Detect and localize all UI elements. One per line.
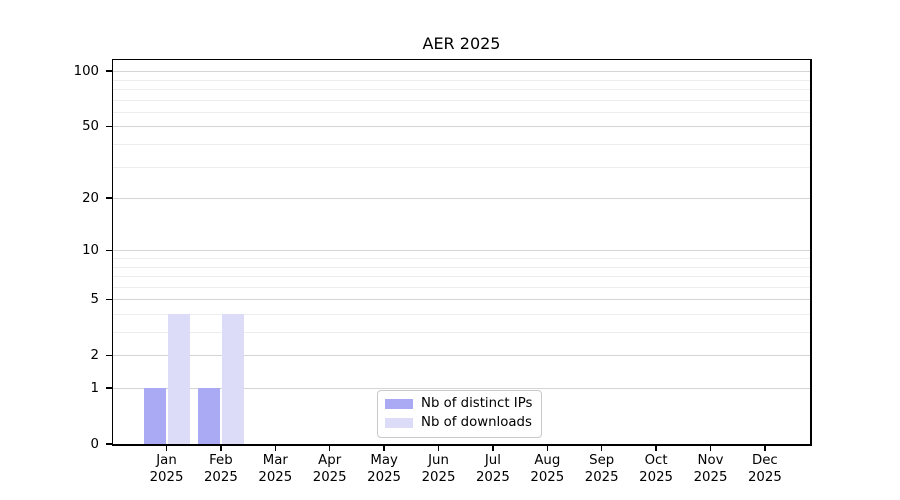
bar-nb-of-distinct-ips [197,388,220,444]
y-tick-label: 2 [90,347,99,363]
plot-spine-right [810,58,812,446]
gridline-minor [113,99,810,101]
gridline-major [113,198,810,200]
gridline-minor [113,286,810,288]
gridline-major [113,71,810,73]
plot-spine-left [111,58,113,446]
x-tick [328,445,331,451]
x-tick [546,445,549,451]
y-tick-label: 50 [82,118,99,134]
gridline-major [113,355,810,357]
y-tick [105,443,112,445]
x-tick-label: Aug 2025 [530,453,565,485]
x-tick-label: Apr 2025 [312,453,347,485]
gridline-minor [113,144,810,145]
y-tick [105,197,112,199]
x-tick-label: Sep 2025 [584,453,619,485]
gridline-major [113,299,810,301]
bar-nb-of-downloads [167,313,190,444]
plot-spine-top [111,58,812,60]
y-tick [105,70,112,72]
gridline-minor [113,276,810,278]
gridline-minor [113,332,810,333]
legend-entry-nb-of-distinct-ips: Nb of distinct IPs [385,396,532,412]
x-tick [764,445,766,451]
y-tick-label: 20 [82,190,99,206]
gridline-minor [113,79,810,81]
y-tick [105,354,112,356]
x-tick [165,445,168,451]
x-tick [220,445,222,451]
x-tick-label: May 2025 [367,453,402,485]
gridline-major [113,388,810,389]
gridline-minor [113,313,810,315]
x-tick-label: Nov 2025 [693,453,728,485]
x-tick-label: Jul 2025 [475,453,510,485]
gridline-minor [113,111,810,113]
y-tick-label: 1 [90,380,99,396]
legend-label: Nb of distinct IPs [421,396,533,411]
x-tick-label: Dec 2025 [747,453,782,485]
bar-nb-of-distinct-ips [143,388,166,444]
y-tick-label: 0 [90,436,99,452]
x-tick [383,445,385,451]
bar-nb-of-downloads [221,313,244,444]
x-tick-label: Mar 2025 [258,453,293,485]
legend: Nb of distinct IPs Nb of downloads [377,390,543,438]
x-tick [437,445,440,451]
gridline-major [113,126,810,128]
x-tick [655,445,657,451]
x-tick-label: Feb 2025 [203,453,238,485]
gridline-minor [113,266,810,268]
x-tick [709,445,712,451]
legend-swatch-nb-of-distinct-ips [385,399,413,409]
y-tick-label: 10 [82,242,99,258]
legend-label: Nb of downloads [421,415,532,430]
y-tick-label: 100 [73,63,99,79]
x-tick [492,445,494,451]
x-tick-label: Jun 2025 [421,453,456,485]
gridline-minor [113,257,810,259]
y-tick [105,249,112,252]
legend-entry-nb-of-downloads: Nb of downloads [385,415,532,431]
x-tick [600,445,603,451]
y-tick-label: 5 [90,291,99,307]
legend-swatch-nb-of-downloads [385,418,413,428]
chart-title: AER 2025 [422,34,501,53]
gridline-major [113,250,810,252]
y-tick [105,125,112,128]
x-tick-label: Jan 2025 [149,453,184,485]
plot-spine-bottom [111,444,812,446]
x-tick [274,445,277,451]
y-tick [105,387,112,389]
gridline-minor [113,89,810,90]
gridline-minor [113,166,810,168]
x-tick-label: Oct 2025 [639,453,674,485]
y-tick [105,298,112,300]
